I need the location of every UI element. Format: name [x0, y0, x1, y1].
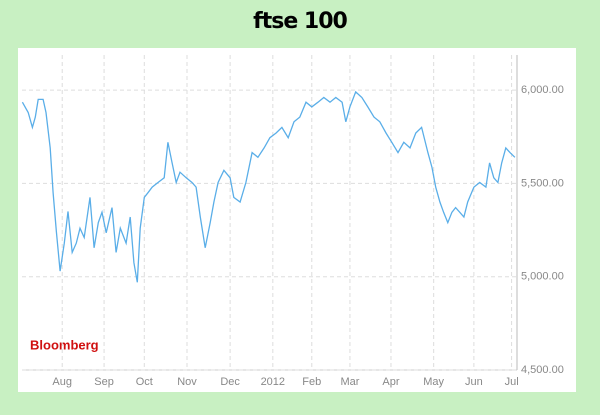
x-tick-label: 2012	[261, 376, 285, 388]
x-tick-label: Oct	[136, 376, 153, 388]
x-tick-label: Feb	[302, 376, 321, 388]
x-tick-label: Mar	[340, 376, 359, 388]
y-tick-label: 5,000.00	[521, 271, 564, 283]
y-tick-label: 5,500.00	[521, 177, 564, 189]
x-tick-label: Sep	[94, 376, 114, 388]
x-tick-label: Dec	[220, 376, 240, 388]
x-tick-label: May	[423, 376, 444, 388]
x-tick-label: Jun	[465, 376, 483, 388]
x-tick-label: Nov	[177, 376, 197, 388]
source-label: Bloomberg	[30, 337, 99, 352]
line-series	[21, 90, 516, 283]
y-tick-label: 6,000.00	[521, 84, 564, 96]
y-tick-label: 4,500.00	[521, 364, 564, 376]
x-tick-label: Apr	[382, 376, 399, 388]
x-tick-label: Jul	[505, 376, 519, 388]
chart-title: ftse 100	[253, 9, 347, 34]
chart-panel	[18, 48, 576, 392]
x-tick-label: Aug	[52, 376, 72, 388]
